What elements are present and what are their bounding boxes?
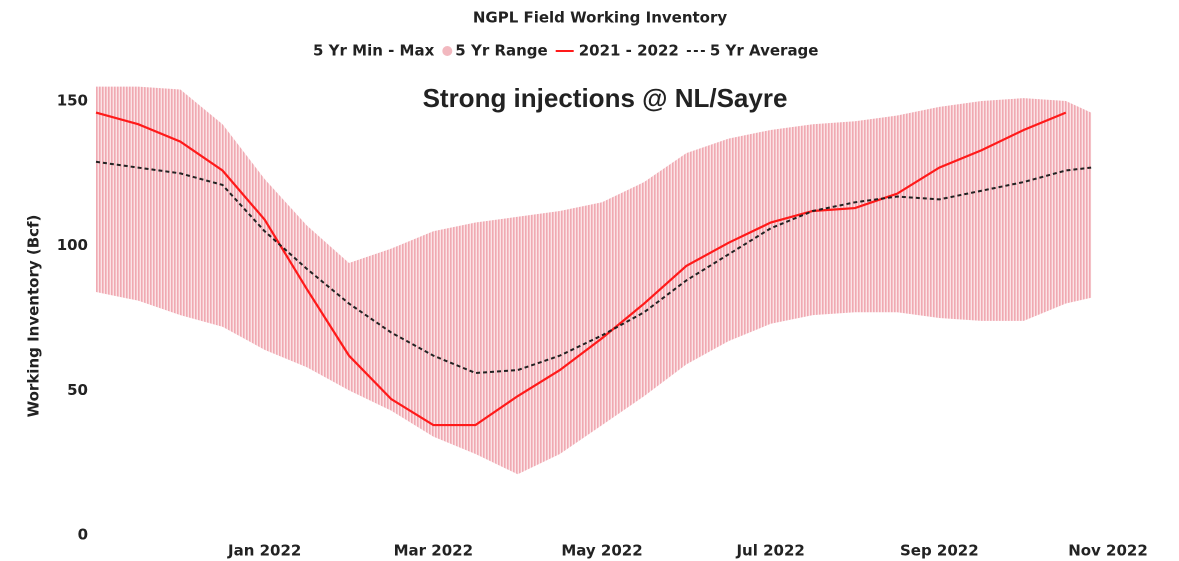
legend-title: 5 Yr Min - Max: [313, 42, 435, 60]
x-tick-label: Sep 2022: [900, 542, 979, 560]
x-tick-label: Jan 2022: [227, 542, 301, 560]
y-tick-label: 150: [57, 92, 88, 110]
x-tick-label: May 2022: [561, 542, 642, 560]
x-tick-label: Mar 2022: [394, 542, 473, 560]
legend-marker: [442, 46, 453, 56]
y-tick-label: 100: [57, 236, 88, 254]
range-band: [96, 86, 1092, 475]
legend: 5 Yr Min - Max 5 Yr Range 2021 - 2022 5 Yr…: [313, 42, 818, 60]
legend-label: 5 Yr Average: [710, 42, 819, 60]
x-tick-label: Nov 2022: [1068, 542, 1148, 560]
series-line: [95, 160, 1092, 375]
x-tick-label: Jul 2022: [735, 542, 804, 560]
y-axis-label: Working Inventory (Bcf): [25, 215, 43, 418]
legend-label: 2021 - 2022: [579, 42, 679, 60]
chart-title: NGPL Field Working Inventory: [473, 9, 728, 27]
annotation: Strong injections @ NL/Sayre: [423, 83, 788, 113]
y-tick-label: 0: [78, 526, 88, 544]
legend-label: 5 Yr Range: [455, 42, 547, 60]
series-line: [95, 111, 1067, 427]
y-tick-label: 50: [67, 381, 88, 399]
